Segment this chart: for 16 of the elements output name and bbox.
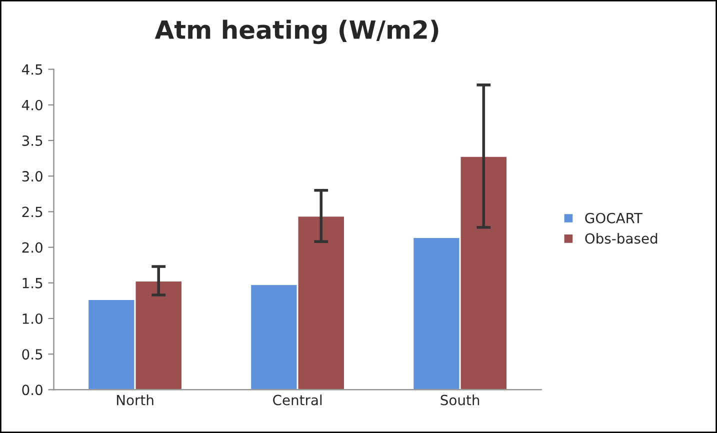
y-tick-label: 2.0	[22, 242, 42, 253]
x-tick-label: South	[440, 394, 480, 406]
x-tick-label: North	[116, 394, 154, 406]
y-tick-label: 2.5	[22, 206, 42, 218]
y-tick-label: 0.0	[22, 384, 42, 396]
y-tick-label: 1.0	[22, 313, 42, 324]
y-tick-label: 0.5	[22, 349, 42, 360]
legend-label: GOCART	[585, 212, 642, 224]
y-tick-label: 4.5	[22, 64, 42, 75]
y-tick-label: 3.0	[22, 171, 42, 182]
legend-label: Obs-based	[585, 232, 658, 244]
y-tick-label: 1.5	[22, 278, 42, 288]
y-tick-label: 4.0	[22, 100, 42, 110]
y-tick-label: 3.5	[22, 135, 42, 146]
chart-title: Atm heating (W/m2)	[154, 20, 438, 44]
x-tick-label: Central	[273, 394, 322, 406]
